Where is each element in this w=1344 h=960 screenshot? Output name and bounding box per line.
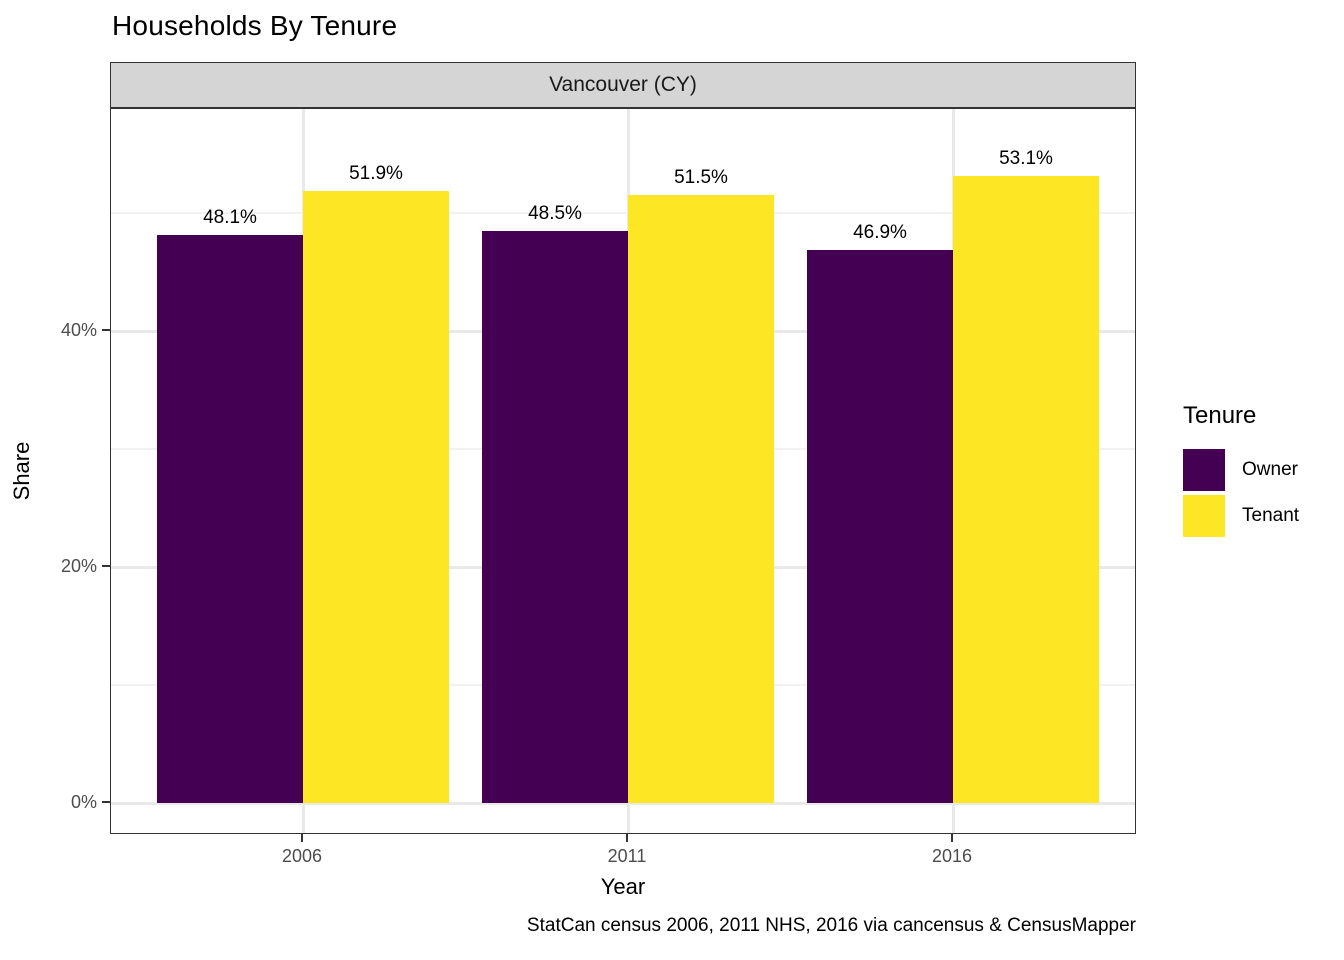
legend: Tenure Owner Tenant (1183, 402, 1299, 541)
y-axis-title: Share (9, 441, 34, 501)
legend-key-owner (1183, 449, 1225, 491)
bar-tenant-2016 (953, 176, 1099, 803)
bar-value-label-owner-2011: 48.5% (528, 202, 582, 224)
bar-value-label-tenant-2016: 53.1% (999, 148, 1053, 170)
bar-owner-2011 (482, 230, 628, 803)
x-tick-label-2016: 2016 (931, 846, 973, 866)
y-tick-mark-0 (102, 801, 110, 803)
bar-value-label-tenant-2011: 51.5% (674, 167, 728, 189)
bar-owner-2016 (807, 249, 953, 803)
legend-label-owner: Owner (1242, 459, 1298, 480)
facet-strip-label: Vancouver (CY) (549, 73, 697, 96)
legend-item-tenant: Tenant (1183, 495, 1299, 537)
y-tick-mark-20 (102, 565, 110, 567)
legend-title: Tenure (1183, 402, 1257, 429)
y-tick-label-40: 40% (60, 320, 97, 340)
bar-owner-2006 (157, 235, 303, 803)
x-tick-mark-2006 (301, 834, 303, 842)
legend-key-tenant (1183, 495, 1225, 537)
bar-value-label-owner-2016: 46.9% (853, 221, 907, 243)
y-tick-mark-40 (102, 329, 110, 331)
facet-strip: Vancouver (CY) (110, 62, 1136, 108)
plot-title: Households By Tenure (112, 10, 398, 41)
gridline-major-y0 (111, 801, 1135, 805)
y-tick-label-20: 20% (60, 556, 97, 576)
bar-value-label-owner-2006: 48.1% (203, 207, 257, 229)
x-tick-mark-2016 (951, 834, 953, 842)
chart-panel: 48.1% 51.9% 48.5% 51.5% 46.9% 53.1% (110, 108, 1136, 834)
x-tick-mark-2011 (626, 834, 628, 842)
x-axis-title: Year (600, 874, 646, 899)
legend-label-tenant: Tenant (1242, 505, 1300, 526)
y-tick-label-0: 0% (70, 792, 97, 812)
bar-tenant-2011 (628, 195, 774, 803)
x-tick-label-2006: 2006 (281, 846, 323, 866)
x-tick-label-2011: 2011 (607, 846, 647, 866)
gridline-minor-y50 (111, 212, 1135, 214)
caption: StatCan census 2006, 2011 NHS, 2016 via … (526, 915, 1136, 936)
legend-item-owner: Owner (1183, 449, 1299, 491)
bar-tenant-2006 (303, 190, 449, 803)
legend-items: Owner Tenant (1183, 449, 1299, 537)
bar-value-label-tenant-2006: 51.9% (349, 162, 403, 184)
